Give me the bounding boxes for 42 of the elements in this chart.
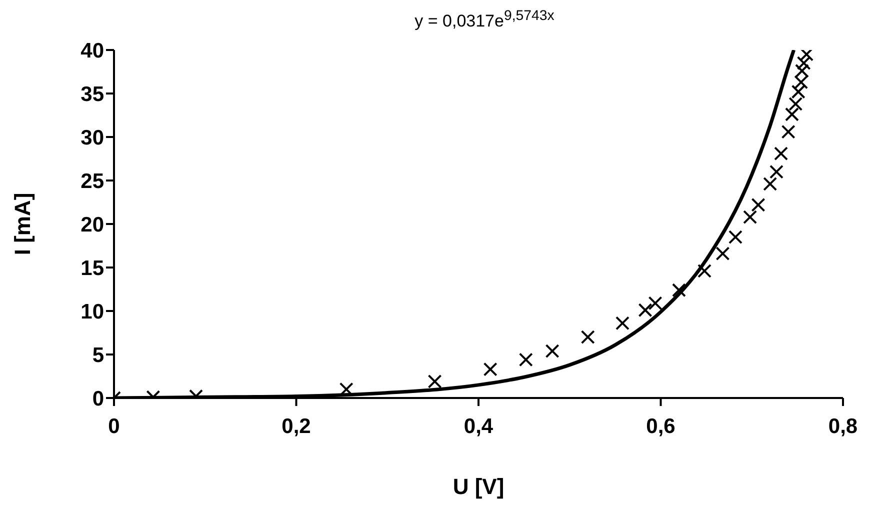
point — [763, 176, 778, 191]
point — [796, 56, 811, 70]
point — [728, 230, 742, 244]
point — [774, 146, 788, 161]
point — [580, 330, 595, 344]
x-tick-label: 0,8 — [828, 414, 858, 438]
point — [800, 50, 814, 62]
point — [716, 246, 730, 261]
point — [788, 96, 803, 111]
point — [751, 198, 766, 212]
point — [697, 264, 712, 278]
y-tick-label: 25 — [80, 170, 104, 193]
point — [483, 362, 498, 376]
point — [781, 124, 796, 139]
point — [794, 64, 809, 78]
y-tick-label: 15 — [80, 256, 104, 280]
y-axis-title: I [mA] — [10, 192, 35, 256]
y-tick-label: 10 — [80, 300, 104, 324]
point — [769, 164, 784, 179]
x-tick-label: 0,2 — [282, 414, 311, 438]
point — [743, 210, 758, 224]
x-tick-label: 0,6 — [646, 414, 676, 438]
point — [545, 344, 560, 358]
y-tick-label: 5 — [92, 344, 104, 367]
point — [638, 303, 652, 318]
x-axis-title: U [V] — [452, 474, 504, 499]
y-tick-label: 35 — [80, 82, 104, 106]
y-tick-label: 30 — [80, 126, 104, 150]
x-tick-label: 0 — [108, 414, 120, 438]
y-tick-label: 40 — [80, 39, 104, 62]
point — [794, 75, 808, 90]
point — [615, 316, 630, 330]
point — [428, 374, 442, 388]
point — [518, 352, 533, 367]
point — [791, 84, 806, 99]
y-tick-label: 20 — [80, 213, 104, 236]
point — [672, 283, 686, 298]
point — [784, 107, 799, 122]
point — [648, 296, 662, 310]
text: y = 0,0317e$^{9,5743x}$ — [414, 8, 556, 32]
x-tick-label: 0,4 — [464, 414, 494, 438]
y-tick-label: 0 — [92, 387, 104, 410]
